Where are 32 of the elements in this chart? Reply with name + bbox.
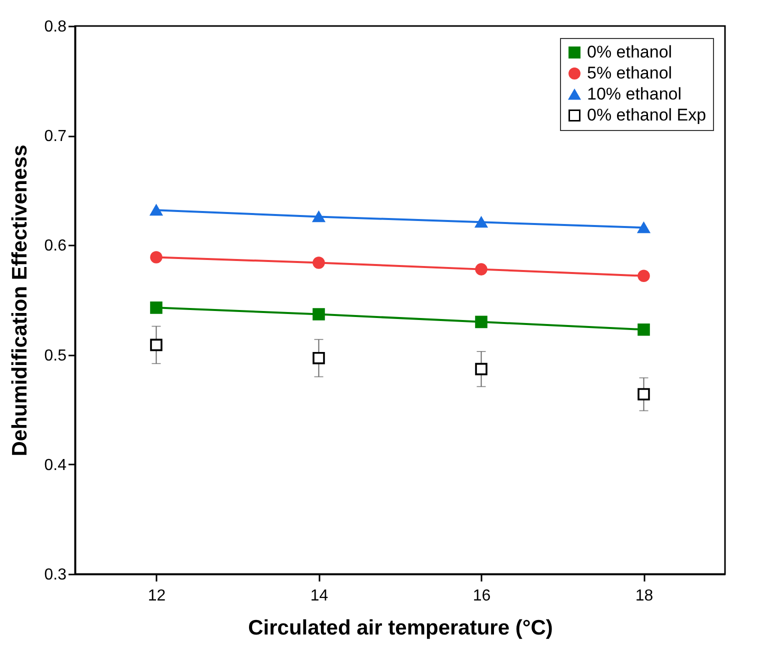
y-tick-label: 0.6 [44,238,67,255]
point [475,216,488,228]
y-tick-label: 0.4 [44,456,67,474]
point [150,338,162,352]
y-axis-title: Dehumidification Effectiveness [8,144,32,456]
y-tick-label: 0.3 [44,566,67,584]
point [475,362,488,376]
y-tick-label: 0.8 [44,18,67,36]
x-tick-label: 12 [148,588,166,604]
point [312,256,325,269]
point [312,308,325,320]
point [475,263,488,276]
point [638,270,650,282]
point [312,211,325,222]
point [638,222,650,234]
point [150,204,162,216]
point [638,323,650,336]
y-tick-label: 0.5 [44,347,67,364]
point [312,352,325,364]
legend-label: 0% ethanol Exp [587,106,706,124]
x-axis-title: Circulated air temperature (°C) [248,616,553,640]
legend-label: 0% ethanol [587,42,672,62]
x-tick-label: 14 [310,588,328,604]
point [475,316,488,328]
y-tick-label: 0.7 [44,128,67,146]
x-tick-label: 16 [472,588,491,604]
point [638,388,650,400]
point [150,302,162,314]
point [150,251,162,264]
legend-label: 5% ethanol [587,64,672,82]
x-tick-label: 18 [635,588,654,604]
legend-label: 10% ethanol [587,84,682,104]
